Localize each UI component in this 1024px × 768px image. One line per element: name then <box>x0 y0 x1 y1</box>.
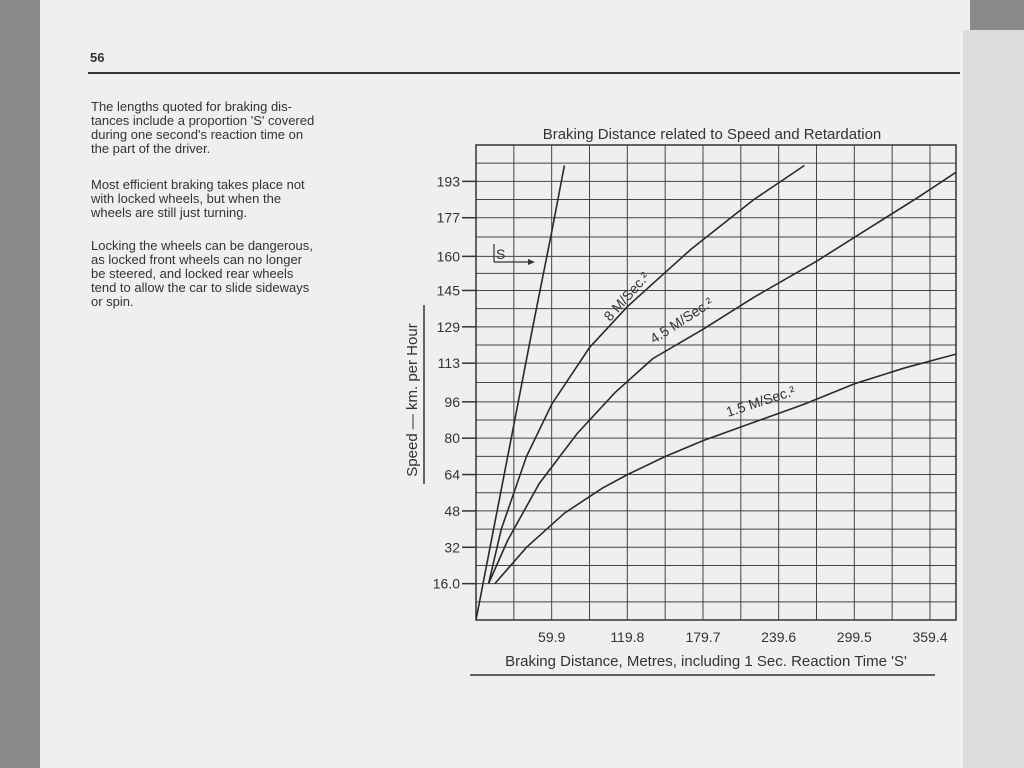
series-line-0 <box>476 165 566 620</box>
x-tick-label: 239.6 <box>761 629 796 645</box>
chart-series <box>476 164 956 620</box>
y-tick-label: 193 <box>437 173 461 189</box>
x-tick-label: 299.5 <box>837 629 872 645</box>
curve-label: 4.5 M/Sec.² <box>647 294 716 347</box>
paragraph-line: or spin. <box>91 294 134 309</box>
x-tick-label: 119.8 <box>610 629 644 645</box>
y-axis-ticks: 16.0 32 48 64 80 96 113 129 145 160 177 193 <box>433 173 476 592</box>
chart-title: Braking Distance related to Speed and Re… <box>543 126 882 143</box>
x-tick-label: 359.4 <box>912 629 947 645</box>
curve-label: 8 M/Sec.² <box>600 269 652 324</box>
chart-annotations: S 8 M/Sec.²4.5 M/Sec.²1.5 M/Sec.² <box>493 244 797 420</box>
x-axis-ticks: 59.9 119.8 179.7 239.6 299.5 359.4 <box>538 629 948 645</box>
series-line-3 <box>494 353 956 585</box>
paragraph-line: The lengths quoted for braking dis- <box>91 99 292 114</box>
paragraph-line: the part of the driver. <box>91 141 211 156</box>
curve-label: 1.5 M/Sec.² <box>724 382 797 419</box>
paragraph-line: be steered, and locked rear wheels <box>91 266 294 281</box>
x-axis-label: Braking Distance, Metres, including 1 Se… <box>505 653 907 670</box>
paragraph-line: tend to allow the car to slide sideways <box>91 280 310 295</box>
y-tick-label: 16.0 <box>433 576 460 592</box>
y-tick-label: 160 <box>437 248 461 264</box>
y-tick-label: 96 <box>444 394 460 410</box>
paragraph-reaction-time: The lengths quoted for braking dis- tanc… <box>91 100 363 156</box>
paragraph-line: tances include a proportion 'S' covered <box>91 113 315 128</box>
adjacent-page-edge <box>963 30 1024 768</box>
plot-frame <box>475 144 957 621</box>
curve-label: S <box>496 246 505 262</box>
series-line-1 <box>487 164 805 584</box>
s-arrowhead <box>528 259 535 265</box>
paragraph-efficient-braking: Most efficient braking takes place not w… <box>91 178 363 220</box>
y-tick-label: 80 <box>444 430 460 446</box>
book-page <box>40 0 970 768</box>
y-tick-label: 129 <box>437 319 461 335</box>
paragraph-line: Most efficient braking takes place not <box>91 177 305 192</box>
paragraph-line: wheels are still just turning. <box>91 205 248 220</box>
series-line-2 <box>487 171 956 584</box>
paragraph-line: as locked front wheels can no longer <box>91 252 303 267</box>
paragraph-locking-wheels: Locking the wheels can be dangerous, as … <box>91 239 363 309</box>
y-tick-label: 145 <box>437 282 461 298</box>
y-tick-label: 32 <box>444 539 460 555</box>
y-tick-label: 113 <box>438 355 461 371</box>
y-tick-label: 64 <box>444 467 460 483</box>
y-tick-label: 48 <box>444 503 460 519</box>
y-tick-label: 177 <box>437 210 461 226</box>
paragraph-line: during one second's reaction time on <box>91 127 304 142</box>
y-axis-label: Speed — km. per Hour <box>404 323 421 476</box>
page-number: 56 <box>90 50 105 65</box>
paragraph-line: with locked wheels, but when the <box>91 191 282 206</box>
chart-grid <box>476 145 956 620</box>
x-tick-label: 179.7 <box>685 629 720 645</box>
paragraph-line: Locking the wheels can be dangerous, <box>91 238 313 253</box>
header-rule <box>88 72 960 74</box>
x-tick-label: 59.9 <box>538 629 565 645</box>
